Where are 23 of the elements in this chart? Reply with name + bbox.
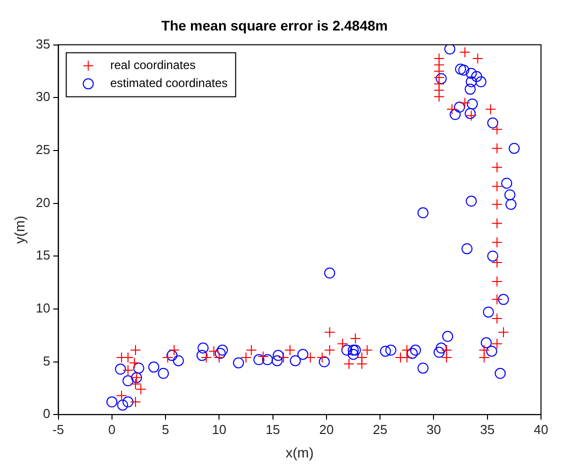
x-tick-label: 25 (372, 422, 388, 437)
legend-label: estimated coordinates (110, 76, 228, 90)
y-axis-title: y(m) (11, 216, 28, 244)
y-tick-label: 5 (43, 353, 50, 368)
x-tick-label: 40 (534, 422, 548, 437)
x-tick-label: -5 (52, 422, 64, 437)
y-tick-label: 0 (43, 406, 50, 422)
x-tick-label: 5 (162, 422, 170, 437)
x-tick-label: 0 (108, 422, 116, 437)
legend-label: real coordinates (110, 58, 196, 72)
x-axis-title: x(m) (286, 444, 314, 460)
x-tick-label: 35 (480, 422, 495, 437)
y-tick-label: 35 (36, 36, 50, 52)
x-tick-label: 20 (319, 422, 334, 437)
y-tick-label: 30 (36, 89, 50, 104)
y-tick-label: 20 (36, 194, 50, 210)
x-tick-label: 10 (212, 422, 226, 437)
y-tick-label: 15 (36, 248, 50, 263)
y-tick-label: 25 (36, 142, 50, 158)
y-tick-label: 10 (36, 300, 50, 316)
chart-title: The mean square error is 2.4848m (161, 17, 388, 34)
x-tick-label: 30 (426, 422, 441, 437)
x-tick-label: 15 (266, 422, 280, 437)
